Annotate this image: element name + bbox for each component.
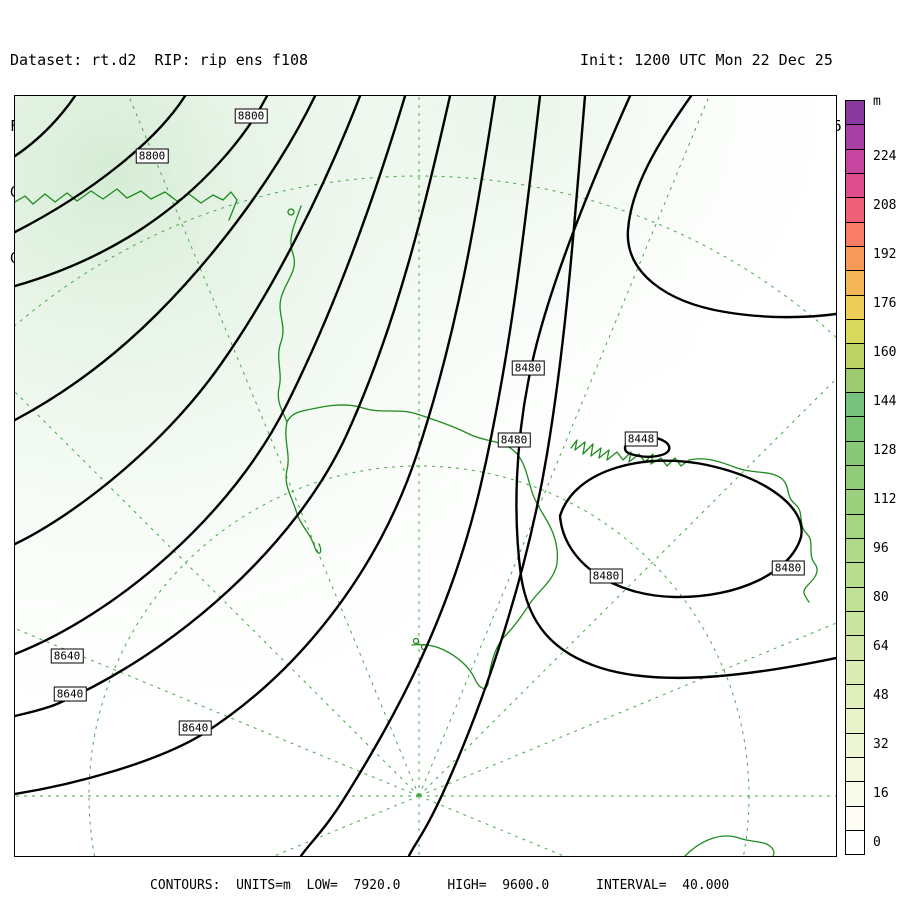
colorbar-cell xyxy=(846,732,864,757)
colorbar-tick-label: 144 xyxy=(873,394,897,409)
contour-label: 8448 xyxy=(624,431,658,447)
dataset-line: Dataset: rt.d2 RIP: rip ens f108 xyxy=(10,51,309,69)
contour-label: 8640 xyxy=(50,648,84,664)
coast-peninsula-base xyxy=(285,421,322,554)
colorbar-cell xyxy=(846,343,864,368)
colorbar-cell xyxy=(846,756,864,782)
contour-line-8640 xyxy=(15,96,497,796)
colorbar-cell xyxy=(846,562,864,587)
colorbar-tick-label: 96 xyxy=(873,541,889,556)
colorbar-cell xyxy=(846,416,864,441)
coast-south-america xyxy=(15,188,238,221)
colorbar-tick-label: 64 xyxy=(873,639,889,654)
colorbar-ticks: 0 16 32 48 64 80 96 112 128 144 160 176 192 208 224 xyxy=(845,100,900,855)
colorbar-tick-label: 160 xyxy=(873,345,897,360)
contour-line-8640 xyxy=(15,96,407,656)
colorbar-cell xyxy=(846,270,864,295)
colorbar-cell xyxy=(846,245,864,271)
colorbar-cell xyxy=(846,101,864,125)
contour-label: 8480 xyxy=(511,360,545,376)
graticule xyxy=(15,96,836,856)
contour-label: 8480 xyxy=(497,432,531,448)
contour-label: 8640 xyxy=(53,686,87,702)
map-canvas xyxy=(15,96,836,856)
contour-label: 8800 xyxy=(234,108,268,124)
contour-line-8480 xyxy=(515,96,836,680)
contour-label: 8480 xyxy=(771,560,805,576)
coast-east-antarctica xyxy=(570,439,818,603)
contour-label: 8800 xyxy=(135,148,169,164)
colorbar-cell xyxy=(846,367,864,392)
contour-line xyxy=(15,96,317,422)
coastlines xyxy=(15,188,818,856)
map-plot-area: 8800 8800 8480 8480 8448 8480 8480 8640 8640 8640 xyxy=(14,95,837,857)
colorbar-tick-label: 176 xyxy=(873,296,897,311)
colorbar-tick-label: 32 xyxy=(873,737,889,752)
colorbar-tick-label: 0 xyxy=(873,835,881,850)
colorbar-cell xyxy=(846,148,864,173)
colorbar-cell xyxy=(846,221,864,246)
colorbar-cell xyxy=(846,610,864,636)
contour-line-8800 xyxy=(15,96,269,288)
contour-line xyxy=(15,96,187,234)
colorbar-tick-label: 128 xyxy=(873,443,897,458)
colorbar-tick-label: 208 xyxy=(873,198,897,213)
latitude-circle-outer xyxy=(15,175,836,339)
contour-line xyxy=(15,96,77,158)
colorbar-tick-label: 16 xyxy=(873,786,889,801)
colorbar-cell xyxy=(846,537,864,563)
colorbar-cell xyxy=(846,683,864,709)
colorbar-cell xyxy=(846,318,864,344)
colorbar-cell xyxy=(846,829,864,855)
colorbar xyxy=(845,100,865,855)
colorbar-wrap: m 0 16 32 48 64 80 96 112 128 144 160 176 192 208 224 xyxy=(845,94,900,855)
colorbar-tick-label: 224 xyxy=(873,149,897,164)
colorbar-cell xyxy=(846,805,864,830)
contour-line xyxy=(407,96,587,856)
colorbar-cell xyxy=(846,708,864,733)
coast-island xyxy=(287,208,295,216)
colorbar-tick-label: 80 xyxy=(873,590,889,605)
coast-island xyxy=(412,637,420,645)
colorbar-tick-label: 112 xyxy=(873,492,897,507)
colorbar-cell xyxy=(846,489,864,514)
contours-info-line: CONTOURS: UNITS=m LOW= 7920.0 HIGH= 9600… xyxy=(150,878,730,893)
contour-label: 8480 xyxy=(589,568,623,584)
colorbar-cell xyxy=(846,124,864,149)
colorbar-tick-label: 192 xyxy=(873,247,897,262)
colorbar-cell xyxy=(846,391,864,417)
contour-lines xyxy=(15,96,836,856)
contour-label: 8640 xyxy=(178,720,212,736)
colorbar-cell xyxy=(846,659,864,684)
colorbar-cell xyxy=(846,440,864,465)
colorbar-cell xyxy=(846,464,864,490)
colorbar-cell xyxy=(846,781,864,806)
colorbar-cell xyxy=(846,172,864,198)
contour-line xyxy=(15,96,362,546)
init-time-line: Init: 1200 UTC Mon 22 Dec 25 xyxy=(580,51,833,69)
contour-line xyxy=(626,96,836,319)
coast-bottom-right xyxy=(684,835,775,856)
colorbar-cell xyxy=(846,513,864,538)
contour-labels: 8800 8800 8480 8480 8448 8480 8480 8640 8640 8640 xyxy=(15,96,836,856)
colorbar-tick-label: 48 xyxy=(873,688,889,703)
colorbar-unit-label: m xyxy=(873,94,881,109)
contour-loop-8480 xyxy=(558,459,803,599)
contour-line-8640 xyxy=(15,96,452,718)
colorbar-cell xyxy=(846,586,864,611)
colorbar-cell xyxy=(846,197,864,222)
coast-antarctic-peninsula xyxy=(277,205,559,690)
contour-line xyxy=(299,96,542,856)
colorbar-cell xyxy=(846,294,864,319)
colorbar-cell xyxy=(846,635,864,660)
